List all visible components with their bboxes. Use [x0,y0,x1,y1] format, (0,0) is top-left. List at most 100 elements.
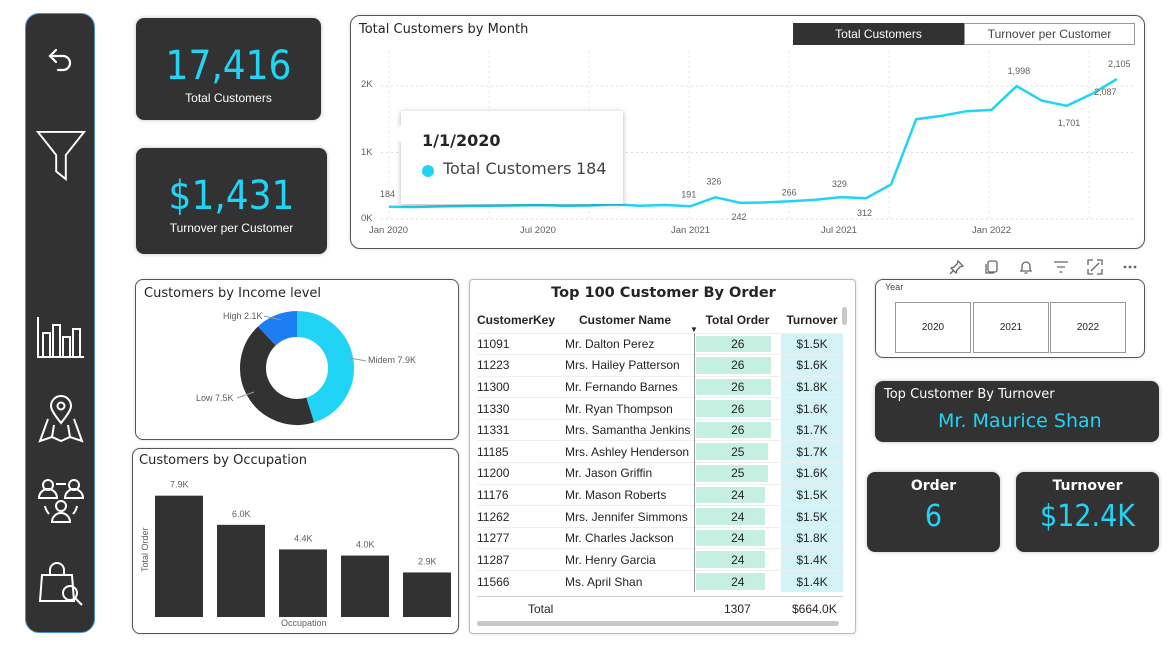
cell-turnover: $1.5K [781,505,843,528]
cell-turnover: $1.6K [781,397,843,420]
donut-slice-high [257,311,298,346]
focus-mode-icon[interactable] [1085,258,1105,276]
donut-leader-midem [349,357,367,362]
table-row[interactable]: 11277 Mr. Charles Jackson 24 $1.8K [477,527,843,549]
order-data-bar [695,508,765,525]
cell-total-order: 24 [693,570,781,593]
occupation-bar-svg: Total Order Occupation 7.9K 6.0K 4.4K 4.0K 2… [140,480,451,628]
y-tick-1k: 1K [361,147,373,158]
table-row[interactable]: 11287 Mr. Henry Garcia 24 $1.4K [477,548,843,571]
line-data-label: 312 [857,208,872,218]
top-customer-label: Top Customer By Turnover [884,387,1055,402]
year-2020-button[interactable]: 2020 [895,302,971,353]
col-customer-name[interactable]: Customer Name [579,312,672,327]
donut-slice-midem [296,311,354,423]
year-2021-button[interactable]: 2021 [973,302,1049,353]
cell-total-order: 25 [693,462,781,485]
occupation-bar [155,495,203,617]
cell-total-order: 26 [693,376,781,398]
table-row[interactable]: 11200 Mr. Jason Griffin 25 $1.6K [477,462,843,485]
cell-customer-name: Mr. Mason Roberts [565,487,667,502]
map-pin-icon[interactable] [36,394,86,444]
cell-turnover: $1.4K [781,548,843,571]
product-search-icon[interactable] [36,559,86,609]
tooltip-pointer [393,125,401,143]
bar-chart-icon[interactable] [36,312,86,362]
table-row[interactable]: 11331 Mrs. Samantha Jenkins 26 $1.7K [477,419,843,441]
filter-lines-icon[interactable] [1051,258,1071,276]
bell-icon[interactable] [1016,258,1036,276]
cell-turnover: $1.7K [781,440,843,463]
cell-total-order-text: 24 [731,509,745,524]
col-turnover[interactable]: Turnover [786,312,838,327]
donut-leader-low [236,391,255,399]
back-arrow-icon[interactable] [36,34,86,84]
cell-customerkey: 11185 [477,444,509,459]
line-data-label: 2,105 [1108,59,1131,69]
tooltip-date: 1/1/2020 [422,131,501,150]
cell-total-order: 26 [693,354,781,377]
year-2022-button[interactable]: 2022 [1050,302,1126,353]
table-row[interactable]: 11091 Mr. Dalton Perez 26 $1.5K [477,333,843,355]
horizontal-scrollbar[interactable] [477,621,839,626]
cell-total-order-text: 24 [731,531,745,546]
cell-customerkey: 11262 [477,509,510,524]
cell-total-order: 24 [693,527,781,549]
cell-total-order: 24 [693,484,781,506]
turnover-value: $12.4K [1040,499,1135,534]
order-value: 6 [924,499,943,534]
cell-customerkey: 11331 [477,423,510,438]
col-total-order[interactable]: Total Order ▼ [690,307,781,334]
x-tick-jul-2020: Jul 2020 [520,225,556,236]
more-options-icon[interactable] [1120,258,1140,276]
order-data-bar [695,465,768,482]
col-total-order-label: Total Order [705,312,770,327]
table-row[interactable]: 11330 Mr. Ryan Thompson 26 $1.6K [477,397,843,420]
bar-data-label: 6.0K [232,509,251,519]
table-row[interactable]: 11566 Ms. April Shan 24 $1.4K [477,570,843,593]
bar-x-axis-label: Occupation [281,618,327,628]
cell-turnover: $1.8K [781,527,843,549]
col-customerkey[interactable]: CustomerKey [477,312,556,327]
pin-icon[interactable] [947,258,967,276]
customers-icon[interactable] [36,476,86,526]
cell-total-order: 25 [693,440,781,463]
cell-total-order-text: 26 [731,379,745,394]
table-row[interactable]: 11300 Mr. Fernando Barnes 26 $1.8K [477,376,843,398]
order-data-bar [695,443,768,461]
cell-total-order: 26 [693,333,781,355]
tooltip-value: 184 [576,159,607,178]
order-label: Order [910,478,957,494]
order-data-bar [695,357,771,374]
filter-icon[interactable] [36,126,86,186]
table-row[interactable]: 11185 Mrs. Ashley Henderson 25 $1.7K [477,440,843,463]
line-data-label: 1,701 [1058,118,1081,128]
toggle-turnover-per-customer-button[interactable]: Turnover per Customer [964,23,1135,45]
tooltip-series-dot [422,165,434,177]
cell-total-order-text: 26 [731,358,745,373]
bar-data-label: 4.0K [356,540,375,550]
income-donut-svg: Midem 7.9K Low 7.5K High 2.1K [196,311,416,425]
table-row[interactable]: 11223 Mrs. Hailey Patterson 26 $1.6K [477,354,843,377]
total-label: Total [528,602,554,616]
line-data-label: 2,087 [1094,87,1117,97]
x-tick-jan-2020: Jan 2020 [369,225,408,236]
copy-icon[interactable] [982,258,1002,276]
cell-total-order-text: 24 [731,552,745,567]
cell-total-order-text: 25 [731,444,745,459]
vertical-scrollbar[interactable] [842,307,847,325]
donut-label-midem: Midem 7.9K [368,355,416,365]
line-data-labels: 184 191 326 242 266 329 312 1,998 1,701 2,105 2,08… [380,59,1131,222]
line-data-label: 326 [706,176,721,186]
table-row[interactable]: 11262 Mrs. Jennifer Simmons 24 $1.5K [477,505,843,528]
toggle-total-customers-button[interactable]: Total Customers [793,23,964,45]
cell-turnover: $1.6K [781,462,843,485]
cell-customer-name: Mr. Jason Griffin [565,466,653,481]
total-customers-line [388,77,1118,209]
table-row[interactable]: 11176 Mr. Mason Roberts 24 $1.5K [477,484,843,506]
occupation-bar [217,524,265,617]
cell-customerkey: 11300 [477,379,510,394]
order-data-bar [695,378,771,396]
income-donut [240,311,354,425]
cell-customer-name: Mrs. Hailey Patterson [565,358,680,373]
